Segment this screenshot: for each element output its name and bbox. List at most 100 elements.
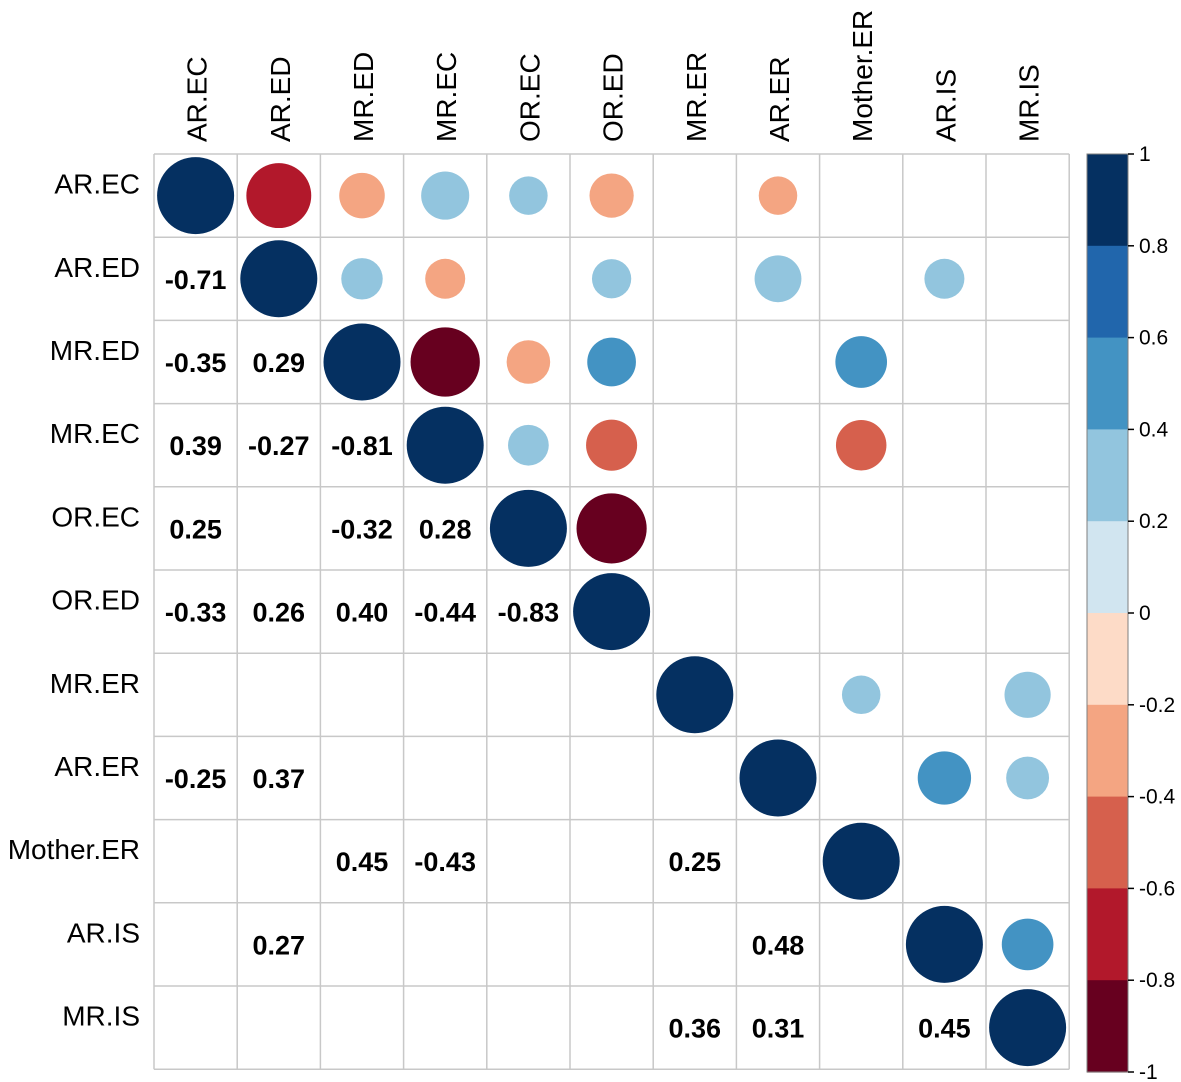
row-label: AR.EC (54, 169, 140, 200)
row-label: AR.IS (67, 917, 140, 948)
colorbar-bin (1087, 245, 1128, 339)
colorbar-tick-label: 1 (1139, 143, 1151, 166)
correlation-circle (341, 258, 383, 300)
coefficient-label: -0.25 (165, 764, 227, 794)
correlation-circle (1006, 756, 1050, 800)
coefficient-label: 0.31 (752, 1014, 805, 1044)
colorbar-tick-label: -1 (1139, 1061, 1158, 1082)
correlation-coefficients: -0.71 -0.35 0.29 0.39 -0.27 -0.81 0.25 -0.32 0.2… (165, 265, 971, 1044)
correlation-circle (587, 337, 636, 387)
correlation-circle (835, 419, 887, 471)
correlation-circle (240, 240, 318, 318)
correlation-circle (509, 176, 548, 215)
coefficient-label: -0.35 (165, 348, 227, 378)
variable-labels: AR.EC AR.EC AR.ED AR.ED MR.ED MR.ED MR.EC MR.EC… (8, 10, 1045, 1032)
colorbar-bin (1087, 613, 1128, 706)
row-label: AR.ER (54, 751, 140, 782)
coefficient-label: -0.81 (331, 431, 393, 461)
correlation-circle (508, 424, 549, 466)
row-label: MR.EC (50, 418, 140, 449)
correlation-circles (157, 157, 1067, 1067)
colorbar-tick-label: 0.4 (1139, 418, 1169, 441)
coefficient-label: 0.28 (419, 514, 472, 544)
coefficient-label: -0.27 (248, 431, 310, 461)
grid (153, 153, 1070, 1070)
correlation-circle (576, 493, 647, 564)
colorbar-tick-label: -0.8 (1139, 969, 1175, 992)
coefficient-label: 0.27 (253, 930, 306, 960)
colorbar-tick-label: 0.8 (1139, 235, 1168, 258)
row-label: MR.ER (50, 668, 140, 699)
correlation-circle (656, 656, 734, 734)
coefficient-label: 0.45 (336, 847, 389, 877)
correlation-circle (410, 327, 480, 397)
column-label: MR.ED (348, 52, 379, 142)
row-label: OR.ED (51, 585, 140, 616)
row-label: Mother.ER (8, 834, 140, 865)
colorbar-tick-label: -0.6 (1139, 877, 1175, 900)
column-label: AR.ER (764, 56, 795, 142)
column-label: OR.ED (598, 53, 629, 142)
column-label: AR.ED (265, 56, 296, 142)
column-label: OR.EC (514, 53, 545, 142)
coefficient-label: 0.37 (253, 764, 306, 794)
coefficient-label: -0.32 (331, 514, 393, 544)
colorbar-bin (1087, 154, 1128, 247)
correlation-circle (573, 573, 651, 651)
correlation-circle (246, 163, 312, 229)
correlation-circle (506, 340, 551, 384)
correlation-circle (323, 323, 401, 401)
colorbar-tick-label: 0 (1139, 602, 1151, 625)
row-label: MR.ED (50, 335, 140, 366)
column-label: AR.EC (182, 56, 213, 142)
coefficient-label: 0.39 (169, 431, 222, 461)
correlation-circle (905, 905, 983, 983)
coefficient-label: 0.36 (669, 1014, 722, 1044)
colorbar-bin (1087, 429, 1128, 522)
correlation-circle (589, 173, 634, 218)
correlation-circle (339, 172, 385, 219)
correlation-circle (489, 489, 567, 567)
colorbar-tick-label: 0.2 (1139, 510, 1168, 533)
coefficient-label: -0.33 (165, 598, 227, 628)
correlation-circle (822, 822, 900, 900)
correlation-circle (758, 176, 798, 215)
column-label: Mother.ER (847, 10, 878, 142)
correlation-circle (421, 171, 470, 220)
coefficient-label: -0.44 (414, 598, 476, 628)
colorbar-bin (1087, 888, 1128, 981)
correlation-circle (841, 675, 881, 715)
correlation-circle (754, 255, 802, 303)
correlation-circle (425, 258, 466, 299)
correlation-circle (917, 751, 972, 805)
row-label: OR.EC (51, 501, 140, 532)
coefficient-label: 0.45 (918, 1014, 971, 1044)
row-label: MR.IS (62, 1001, 140, 1032)
colorbar-bin (1087, 704, 1128, 798)
coefficient-label: 0.25 (169, 514, 222, 544)
row-label: AR.ED (54, 252, 140, 283)
correlation-circle (1001, 918, 1054, 971)
column-label: MR.IS (1014, 64, 1045, 142)
colorbar-bin (1087, 521, 1128, 614)
correlation-circle (586, 419, 638, 471)
correlation-circle (591, 259, 632, 299)
correlation-circle (989, 989, 1067, 1067)
coefficient-label: -0.71 (165, 265, 227, 295)
correlation-circle (924, 258, 965, 299)
colorbar-bin (1087, 980, 1128, 1073)
coefficient-label: 0.25 (669, 847, 722, 877)
coefficient-label: -0.83 (498, 598, 560, 628)
column-label: MR.EC (431, 52, 462, 142)
coefficient-label: -0.43 (414, 847, 476, 877)
coefficient-label: 0.26 (253, 598, 306, 628)
correlation-circle (406, 406, 484, 484)
correlation-circle (1004, 671, 1051, 718)
correlation-circle (739, 739, 817, 817)
colorbar-bin (1087, 337, 1128, 430)
coefficient-label: 0.48 (752, 930, 805, 960)
coefficient-label: 0.29 (253, 348, 306, 378)
colorbar-tick-label: 0.6 (1139, 327, 1168, 350)
correlation-circle (157, 157, 235, 235)
